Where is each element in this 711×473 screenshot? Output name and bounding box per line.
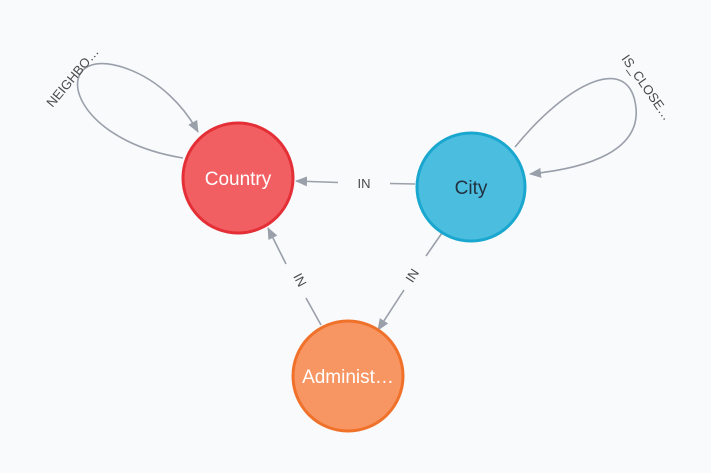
edge-line	[267, 227, 287, 265]
edge-city-isclose-loop[interactable]: IS_CLOSE…	[514, 52, 675, 178]
node-country-label: Country	[205, 169, 272, 190]
edge-line	[514, 77, 637, 178]
node-country[interactable]: Country	[181, 121, 295, 235]
edge-label-isclose: IS_CLOSE…	[619, 52, 675, 123]
edge-line	[425, 232, 443, 257]
edge-line	[305, 297, 322, 326]
edge-label-in: IN	[358, 176, 371, 191]
edge-line	[377, 289, 405, 331]
node-country-circle	[181, 121, 295, 235]
edge-label-neighbor: NEIGHBO…	[43, 44, 101, 110]
edge-city-to-country[interactable]: IN	[295, 176, 416, 191]
node-administrative[interactable]: Administ…	[291, 319, 405, 433]
edge-line	[389, 182, 416, 185]
edge-city-to-admin[interactable]: IN	[377, 232, 443, 331]
edge-line	[295, 176, 339, 187]
node-city-circle	[415, 131, 527, 243]
edge-label-in: IN	[290, 271, 309, 290]
edge-country-neighbor-loop[interactable]: NEIGHBO…	[43, 44, 199, 159]
edge-label-in: IN	[402, 266, 422, 285]
node-city-label: City	[455, 178, 488, 199]
node-city[interactable]: City	[415, 131, 527, 243]
node-administrative-label: Administ…	[302, 367, 394, 388]
node-administrative-circle	[291, 319, 405, 433]
edge-line	[76, 62, 199, 159]
edge-admin-to-country[interactable]: IN	[267, 227, 322, 326]
